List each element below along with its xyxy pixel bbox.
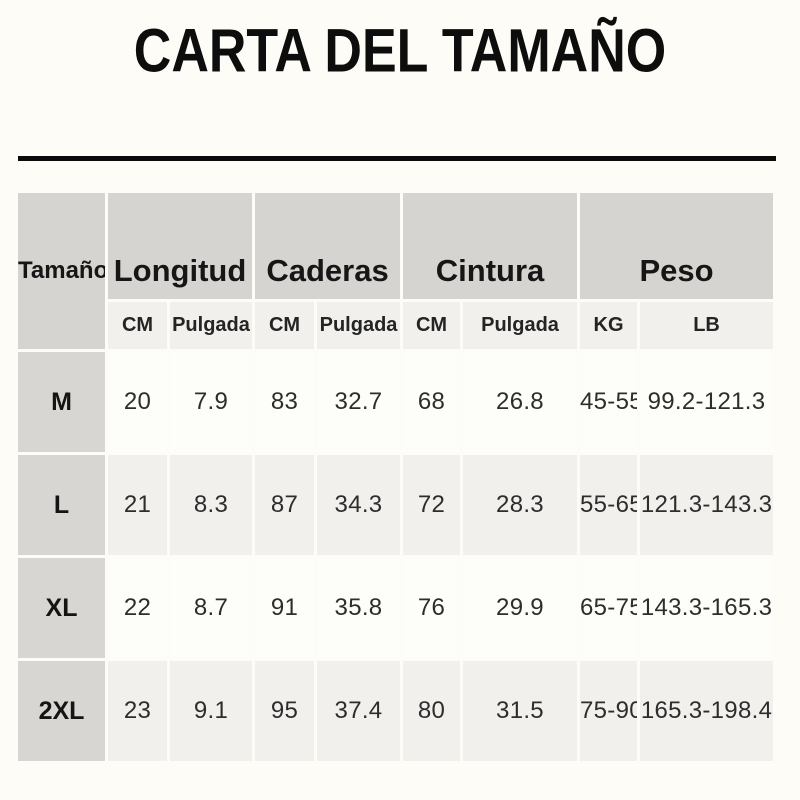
size-label: XL [18, 558, 105, 658]
table-row-m: M 20 7.9 83 32.7 68 26.8 45-55 99.2-121.… [18, 352, 774, 452]
cell-peso-lb: 143.3-165.3 [640, 558, 774, 658]
cell-caderas-pulgada: 35.8 [317, 558, 401, 658]
unit-header-longitud-cm: CM [108, 302, 167, 349]
table-unit-header-row: CM Pulgada CM Pulgada CM Pulgada KG LB [18, 302, 774, 349]
cell-caderas-pulgada: 34.3 [317, 455, 401, 555]
cell-longitud-cm: 21 [108, 455, 167, 555]
cell-longitud-cm: 23 [108, 661, 167, 761]
cell-peso-kg: 55-65 [580, 455, 638, 555]
cell-caderas-pulgada: 32.7 [317, 352, 401, 452]
group-header-caderas: Caderas [255, 193, 401, 299]
cell-peso-lb: 121.3-143.3 [640, 455, 774, 555]
cell-longitud-pulgada: 7.9 [170, 352, 252, 452]
table-row-2xl: 2XL 23 9.1 95 37.4 80 31.5 75-90 165.3-1… [18, 661, 774, 761]
cell-peso-lb: 165.3-198.4 [640, 661, 774, 761]
cell-cintura-pulgada: 31.5 [463, 661, 578, 761]
size-label: M [18, 352, 105, 452]
cell-cintura-cm: 80 [403, 661, 461, 761]
cell-longitud-cm: 20 [108, 352, 167, 452]
unit-header-longitud-pulgada: Pulgada [170, 302, 252, 349]
title-divider-rule [18, 156, 776, 161]
unit-header-peso-kg: KG [580, 302, 638, 349]
cell-cintura-pulgada: 26.8 [463, 352, 578, 452]
table-row-l: L 21 8.3 87 34.3 72 28.3 55-65 121.3-143… [18, 455, 774, 555]
unit-header-caderas-cm: CM [255, 302, 314, 349]
cell-longitud-pulgada: 9.1 [170, 661, 252, 761]
cell-peso-kg: 75-90 [580, 661, 638, 761]
cell-caderas-cm: 83 [255, 352, 314, 452]
table-row-xl: XL 22 8.7 91 35.8 76 29.9 65-75 143.3-16… [18, 558, 774, 658]
cell-cintura-pulgada: 29.9 [463, 558, 578, 658]
cell-cintura-pulgada: 28.3 [463, 455, 578, 555]
cell-cintura-cm: 68 [403, 352, 461, 452]
cell-caderas-cm: 87 [255, 455, 314, 555]
size-column-header: Tamaño [18, 193, 105, 349]
cell-longitud-cm: 22 [108, 558, 167, 658]
group-header-cintura: Cintura [403, 193, 578, 299]
size-label: 2XL [18, 661, 105, 761]
cell-cintura-cm: 72 [403, 455, 461, 555]
cell-caderas-cm: 95 [255, 661, 314, 761]
size-chart-table: Tamaño Longitud Caderas Cintura Peso CM … [15, 190, 776, 764]
group-header-peso: Peso [580, 193, 774, 299]
cell-caderas-cm: 91 [255, 558, 314, 658]
page-title: CARTA DEL TAMAÑO [133, 17, 667, 86]
cell-caderas-pulgada: 37.4 [317, 661, 401, 761]
unit-header-peso-lb: LB [640, 302, 774, 349]
size-label: L [18, 455, 105, 555]
unit-header-cintura-cm: CM [403, 302, 461, 349]
cell-longitud-pulgada: 8.3 [170, 455, 252, 555]
cell-peso-lb: 99.2-121.3 [640, 352, 774, 452]
cell-longitud-pulgada: 8.7 [170, 558, 252, 658]
cell-cintura-cm: 76 [403, 558, 461, 658]
table-group-header-row: Tamaño Longitud Caderas Cintura Peso [18, 193, 774, 349]
cell-peso-kg: 45-55 [580, 352, 638, 452]
group-header-longitud: Longitud [108, 193, 252, 299]
unit-header-cintura-pulgada: Pulgada [463, 302, 578, 349]
cell-peso-kg: 65-75 [580, 558, 638, 658]
unit-header-caderas-pulgada: Pulgada [317, 302, 401, 349]
